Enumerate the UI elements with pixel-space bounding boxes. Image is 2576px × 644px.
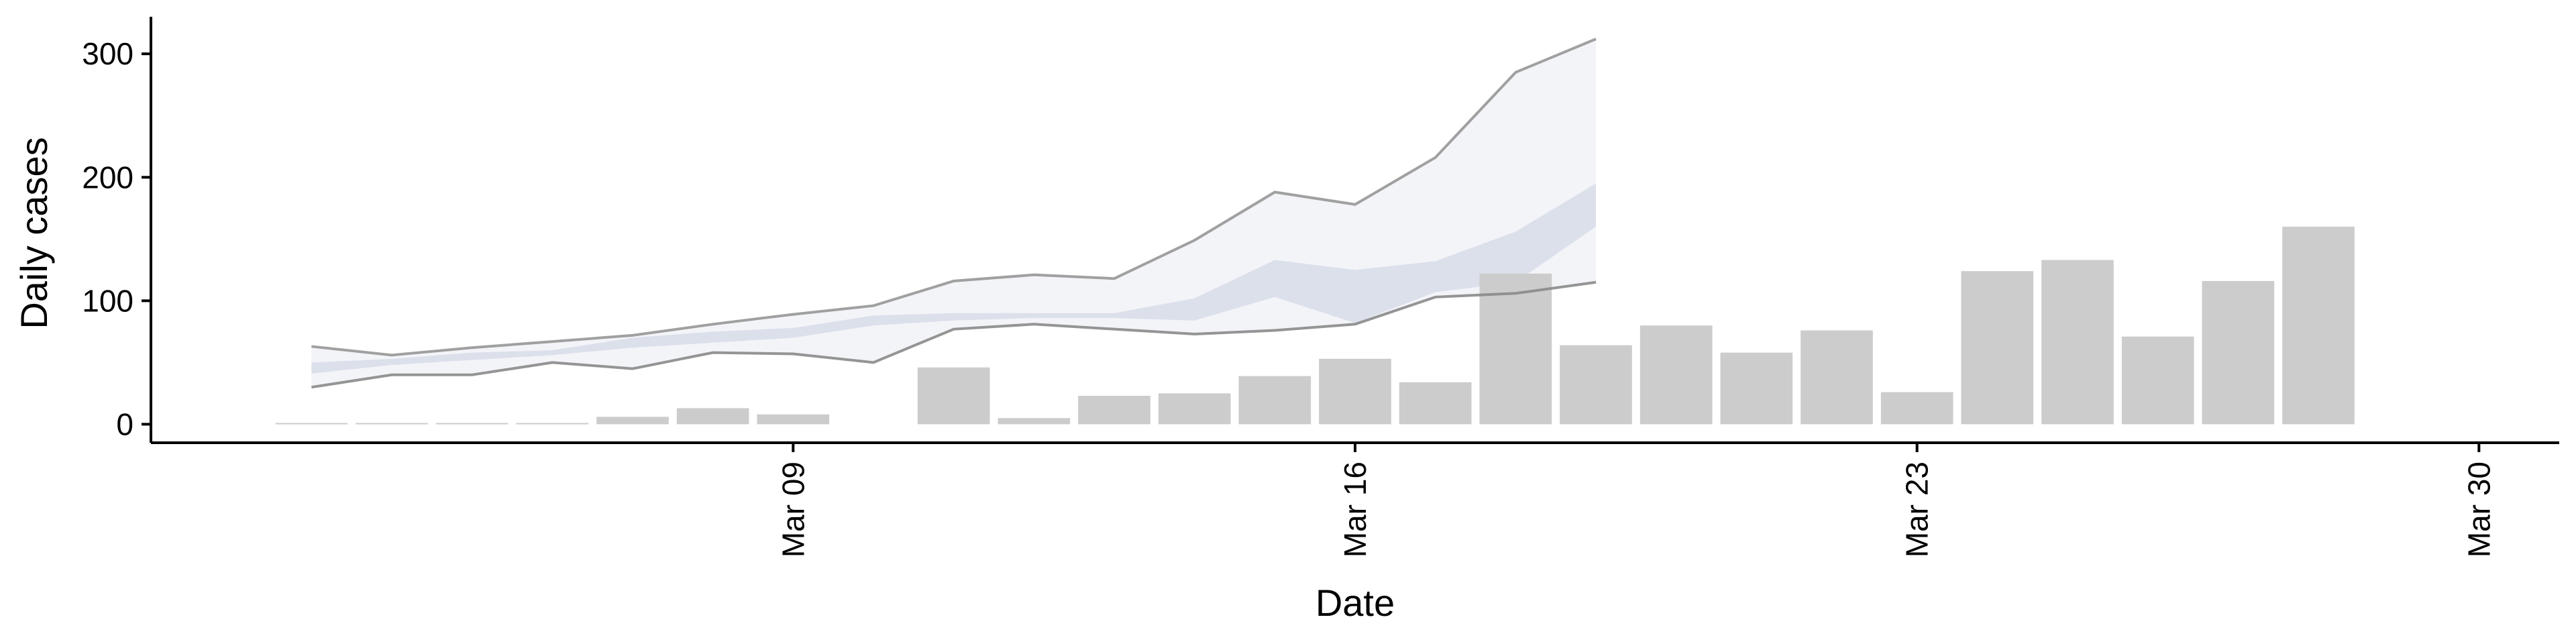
- bar-2020-03-11: [917, 367, 990, 425]
- axes: 0 100 200 300 Mar 09 Mar 16 Mar 23 Mar 30: [82, 17, 2559, 557]
- bar-2020-03-04: [356, 423, 428, 425]
- bar-series: [275, 226, 2355, 425]
- y-tick-label-300: 300: [82, 36, 133, 71]
- forecast-outer-band: [311, 39, 1596, 388]
- forecast-lower-line: [311, 280, 1597, 389]
- bar-2020-03-03: [275, 423, 348, 425]
- bar-2020-03-08: [676, 408, 749, 425]
- bar-2020-03-19: [1560, 345, 1632, 425]
- bar-2020-03-22: [1801, 330, 1873, 425]
- bar-2020-03-26: [2121, 336, 2194, 425]
- bar-2020-03-17: [1399, 382, 1472, 425]
- bar-2020-03-18: [1479, 273, 1552, 425]
- bar-2020-03-27: [2202, 280, 2275, 425]
- y-tick-label-200: 200: [82, 160, 133, 195]
- bar-2020-03-07: [596, 417, 669, 425]
- bar-2020-03-06: [516, 423, 589, 425]
- x-tick-label-2020-03-16: Mar 16: [1338, 462, 1373, 557]
- bar-2020-03-25: [2041, 260, 2114, 425]
- x-tick-label-2020-03-23: Mar 23: [1900, 462, 1935, 557]
- forecast-upper-line: [311, 38, 1597, 357]
- bar-2020-03-09: [757, 414, 830, 425]
- forecast-lines: [311, 38, 1597, 389]
- bar-2020-03-13: [1078, 396, 1150, 425]
- bar-2020-03-16: [1319, 358, 1391, 425]
- bar-2020-03-05: [435, 423, 508, 425]
- y-axis-title: Daily cases: [13, 137, 55, 329]
- forecast-inner-band: [311, 183, 1596, 374]
- forecast-ribbons: [311, 39, 1596, 388]
- bar-2020-03-14: [1158, 393, 1231, 425]
- x-tick-label-2020-03-09: Mar 09: [775, 462, 810, 557]
- x-axis-title: Date: [1316, 582, 1395, 624]
- bar-2020-03-20: [1640, 325, 1713, 425]
- y-tick-label-100: 100: [82, 283, 133, 318]
- bar-2020-03-23: [1880, 392, 1953, 425]
- bar-2020-03-15: [1238, 376, 1311, 425]
- bar-2020-03-28: [2282, 226, 2355, 425]
- bar-2020-03-21: [1720, 352, 1793, 425]
- bar-2020-03-24: [1961, 271, 2034, 425]
- x-tick-label-2020-03-30: Mar 30: [2461, 462, 2496, 557]
- y-tick-label-0: 0: [116, 407, 133, 441]
- bar-2020-03-12: [998, 418, 1071, 425]
